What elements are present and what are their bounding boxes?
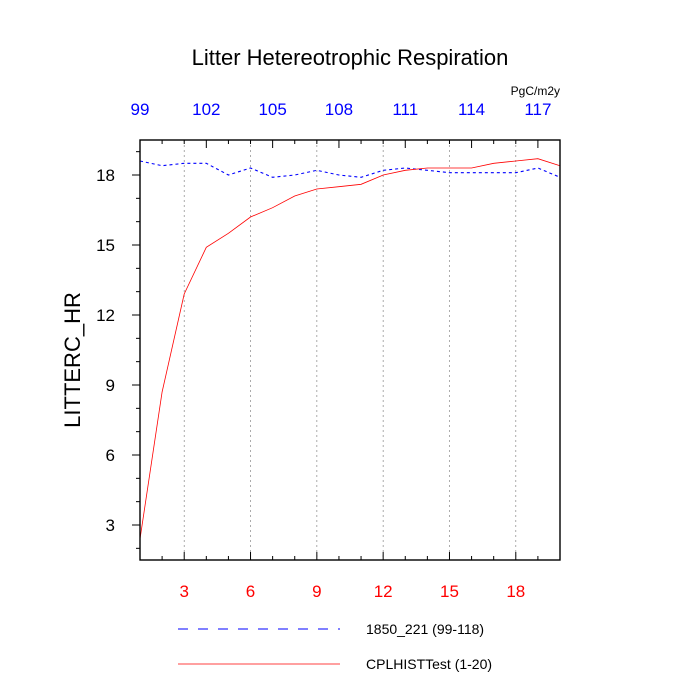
top-tick-label-108: 108 bbox=[325, 100, 353, 119]
y-tick-label-9: 9 bbox=[106, 376, 115, 395]
plot-frame bbox=[139, 139, 561, 561]
y-tick-label-6: 6 bbox=[106, 446, 115, 465]
top-tick-label-111: 111 bbox=[392, 100, 418, 119]
x-tick-label-9: 9 bbox=[312, 582, 321, 601]
top-tick-label-99: 99 bbox=[131, 100, 150, 119]
grid-lines bbox=[183, 140, 517, 560]
axis-ticks bbox=[132, 140, 561, 560]
y-axis-label: LITTERC_HR bbox=[60, 292, 85, 428]
chart-title: Litter Hetereotrophic Respiration bbox=[192, 45, 509, 70]
y-tick-label-3: 3 bbox=[106, 516, 115, 535]
top-tick-label-105: 105 bbox=[258, 100, 286, 119]
top-tick-label-102: 102 bbox=[192, 100, 220, 119]
legend: 1850_221 (99-118) CPLHISTTest (1-20) bbox=[178, 621, 492, 672]
legend-label-1850-221: 1850_221 (99-118) bbox=[366, 621, 484, 637]
y-tick-label-12: 12 bbox=[96, 306, 115, 325]
top-tick-label-114: 114 bbox=[458, 100, 485, 119]
series-line-cplhisttest bbox=[139, 158, 561, 540]
x-tick-label-15: 15 bbox=[440, 582, 459, 601]
series-lines bbox=[139, 158, 561, 540]
tick-labels: 3 6 9 12 15 18 99 102 105 108 111 114 117 3 6 9 12 15 18 bbox=[96, 100, 551, 601]
x-tick-label-18: 18 bbox=[506, 582, 525, 601]
top-tick-label-117: 117 bbox=[524, 100, 551, 119]
legend-label-cplhisttest: CPLHISTTest (1-20) bbox=[366, 656, 492, 672]
y-tick-label-18: 18 bbox=[96, 166, 115, 185]
x-tick-label-6: 6 bbox=[246, 582, 255, 601]
x-tick-label-12: 12 bbox=[374, 582, 393, 601]
y-tick-label-15: 15 bbox=[96, 236, 115, 255]
series-line-1850-221 bbox=[139, 160, 561, 178]
x-tick-label-3: 3 bbox=[179, 582, 188, 601]
units-label: PgC/m2y bbox=[511, 84, 560, 98]
